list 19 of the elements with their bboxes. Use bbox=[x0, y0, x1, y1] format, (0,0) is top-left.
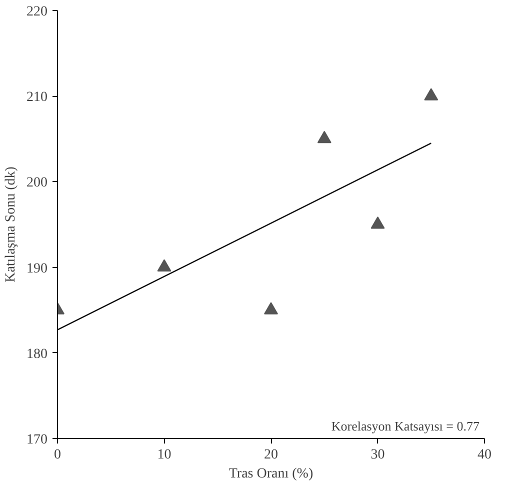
x-tick-label: 10 bbox=[157, 448, 172, 462]
point bbox=[424, 88, 438, 100]
y-tick-label: 200 bbox=[26, 176, 48, 191]
x-tick-label: 20 bbox=[264, 448, 278, 462]
point bbox=[317, 130, 332, 144]
y-tick-label: 190 bbox=[26, 261, 48, 276]
x-tick-label: 40 bbox=[478, 448, 492, 462]
y-tick-label: 170 bbox=[26, 432, 48, 448]
y-tick-label: 220 bbox=[26, 4, 48, 20]
point bbox=[370, 216, 385, 229]
point bbox=[264, 302, 278, 314]
x-tick-label: 0 bbox=[54, 448, 61, 462]
y-tick-label: 180 bbox=[26, 346, 48, 362]
y-axis-title: Katılaşma Sonu (dk) bbox=[4, 166, 18, 282]
y-tick-label: 210 bbox=[26, 90, 48, 106]
x-axis-title: Tras Oranı (%) bbox=[228, 466, 314, 482]
annotation: Korelasyon Katsayısı = 0.77 bbox=[331, 418, 480, 434]
point bbox=[157, 259, 172, 272]
x-tick-label: 30 bbox=[370, 448, 385, 462]
